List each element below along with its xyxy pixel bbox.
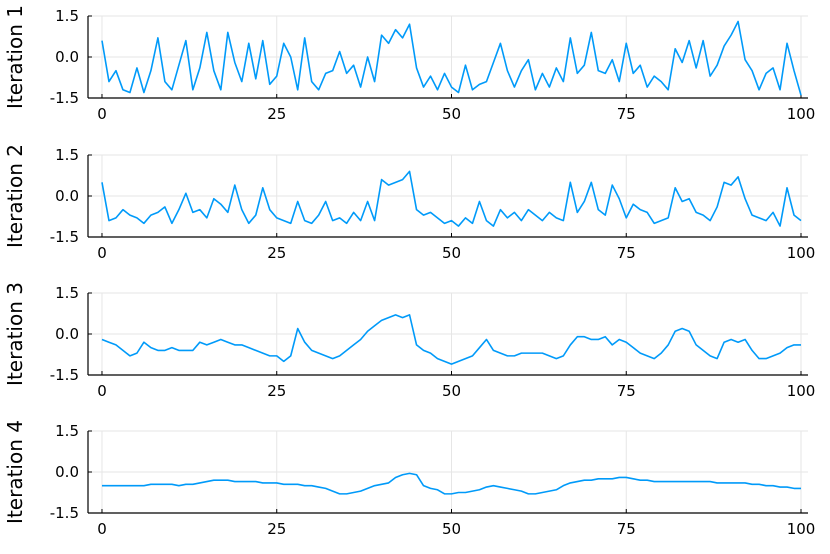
- y-tick-label: 1.5: [55, 7, 79, 25]
- y-tick-label: 1.5: [55, 284, 79, 302]
- y-tick-label: 0.0: [55, 48, 79, 66]
- y-axis-label: Iteration 2: [3, 144, 27, 248]
- series-line-1: [101, 20, 802, 96]
- x-tick-label: 100: [787, 520, 816, 538]
- x-tick-label: 25: [267, 105, 286, 123]
- x-tick-label: 0: [97, 105, 107, 123]
- y-tick-label: -1.5: [50, 504, 79, 522]
- x-tick-label: 0: [97, 244, 107, 262]
- chart-panel-3: 0 25 50 75 100 -1.5 0.0 1.5 Iteration 3: [3, 282, 815, 400]
- chart-panel-1: 0 25 50 75 100 -1.5 0.0 1.5 Iteration 1: [3, 5, 815, 123]
- x-tick-label: 50: [442, 105, 461, 123]
- x-tick-label: 100: [787, 244, 816, 262]
- y-tick-label: 1.5: [55, 146, 79, 164]
- x-tick-label: 50: [442, 244, 461, 262]
- x-tick-label: 25: [267, 382, 286, 400]
- x-tick-label: 25: [267, 244, 286, 262]
- x-tick-label: 75: [617, 244, 636, 262]
- y-tick-label: 0.0: [55, 325, 79, 343]
- x-tick-label: 0: [97, 382, 107, 400]
- x-tick-label: 100: [787, 382, 816, 400]
- y-tick-label: -1.5: [50, 228, 79, 246]
- x-tick-label: 75: [617, 105, 636, 123]
- y-tick-label: 0.0: [55, 187, 79, 205]
- series-line-1: [101, 314, 802, 365]
- series-line-1: [101, 472, 802, 495]
- x-tick-label: 75: [617, 520, 636, 538]
- y-tick-label: -1.5: [50, 89, 79, 107]
- y-tick-label: 1.5: [55, 422, 79, 440]
- x-tick-label: 50: [442, 382, 461, 400]
- y-axis-label: Iteration 3: [3, 282, 27, 386]
- x-tick-label: 0: [97, 520, 107, 538]
- x-tick-label: 50: [442, 520, 461, 538]
- chart-panel-2: 0 25 50 75 100 -1.5 0.0 1.5 Iteration 2: [3, 144, 815, 262]
- x-tick-label: 25: [267, 520, 286, 538]
- chart-panel-4: 0 25 50 75 100 -1.5 0.0 1.5 Iteration 4: [3, 420, 815, 538]
- y-tick-label: -1.5: [50, 366, 79, 384]
- x-tick-label: 100: [787, 105, 816, 123]
- x-tick-label: 75: [617, 382, 636, 400]
- y-tick-label: 0.0: [55, 463, 79, 481]
- y-axis-label: Iteration 1: [3, 5, 27, 109]
- series-line-1: [101, 170, 802, 227]
- y-axis-label: Iteration 4: [3, 420, 27, 524]
